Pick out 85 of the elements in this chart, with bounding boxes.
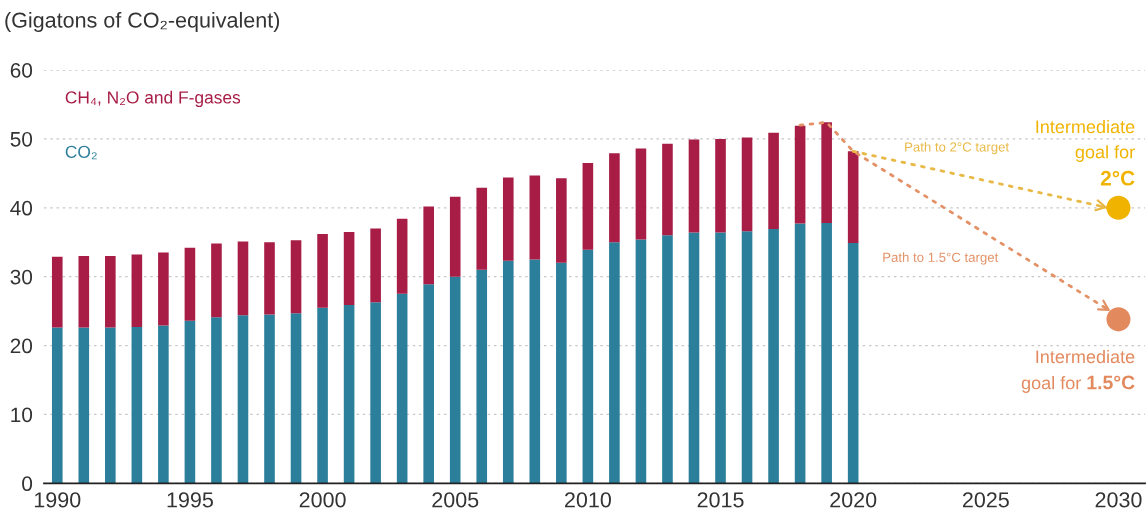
y-tick-label: 40 <box>10 200 33 216</box>
bar <box>184 247 196 321</box>
x-tick-label: 1990 <box>34 492 81 508</box>
bar <box>51 256 63 328</box>
bar <box>317 233 328 308</box>
bar <box>715 232 726 484</box>
bar <box>290 240 302 314</box>
y-tick-label: 0 <box>22 476 33 492</box>
bar <box>688 139 700 233</box>
y-tick-label: 30 <box>10 269 33 285</box>
bar <box>502 177 514 261</box>
text: CH₄, N₂O and F-gases <box>65 90 241 108</box>
bar <box>821 122 832 223</box>
bar <box>821 222 832 484</box>
bar <box>131 326 143 484</box>
bar <box>158 325 169 484</box>
bar <box>78 255 90 328</box>
bar <box>715 138 726 233</box>
series-label: Intermediate goal for 1.5°C <box>1021 349 1135 393</box>
bar <box>741 137 753 232</box>
bar <box>529 259 541 484</box>
bar <box>688 232 700 484</box>
bar <box>794 125 806 224</box>
bar <box>476 187 488 270</box>
bar <box>449 196 461 277</box>
x-tick-label: 2020 <box>830 492 877 508</box>
bar <box>847 242 859 484</box>
bar <box>582 249 594 484</box>
series-label: Path to 2°C target <box>905 141 1010 155</box>
bar <box>211 317 222 484</box>
y-tick-label: 10 <box>11 407 33 423</box>
bar <box>211 243 222 318</box>
bar <box>502 260 514 484</box>
x-tick-label: 2005 <box>432 492 479 508</box>
bar <box>370 228 381 303</box>
x-tick-label: 2030 <box>1095 492 1142 508</box>
bar <box>662 235 673 484</box>
bar <box>423 206 434 285</box>
text: CO₂ <box>65 145 97 160</box>
bar <box>847 151 859 243</box>
bar <box>741 231 753 484</box>
bar <box>105 327 116 484</box>
y-tick-label: 20 <box>10 338 33 354</box>
bar <box>396 293 408 484</box>
bar <box>264 242 275 315</box>
bar <box>556 262 567 484</box>
bar <box>264 314 275 484</box>
x-tick-label: 2015 <box>697 492 744 508</box>
series-label: Intermediate goal for 2°C <box>1036 119 1135 186</box>
bar <box>51 327 63 484</box>
bar <box>237 315 249 484</box>
bar <box>449 276 461 484</box>
bar <box>609 242 620 484</box>
bar <box>476 269 488 484</box>
bar <box>343 231 355 305</box>
bar <box>529 175 541 260</box>
bar <box>131 254 143 327</box>
bar <box>556 178 567 263</box>
bar <box>343 304 355 484</box>
bar <box>78 327 90 484</box>
x-tick-label: 2000 <box>299 492 346 508</box>
bar <box>768 229 779 484</box>
y-tick-label: 50 <box>10 131 33 147</box>
bar <box>609 153 620 243</box>
bar <box>370 302 381 484</box>
bar <box>635 239 647 484</box>
x-tick-label: 1995 <box>167 492 213 508</box>
bar <box>662 143 673 236</box>
series-label: Path to 1.5°C target <box>883 252 999 265</box>
bar <box>794 223 806 484</box>
bar <box>184 320 196 484</box>
y-tick-label: 60 <box>10 63 33 78</box>
bar <box>635 148 647 240</box>
bar <box>582 162 594 250</box>
y-axis-title: (Gigatons of CO₂-equivalent) <box>5 11 280 32</box>
bar <box>423 284 434 484</box>
bar <box>317 307 328 484</box>
bar <box>158 252 169 326</box>
bar <box>237 241 249 316</box>
x-tick-label: 2010 <box>565 492 611 508</box>
bar <box>290 313 302 484</box>
x-tick-label: 2025 <box>962 492 1009 508</box>
bar <box>396 218 408 294</box>
bar <box>105 255 116 328</box>
bar <box>768 132 779 230</box>
